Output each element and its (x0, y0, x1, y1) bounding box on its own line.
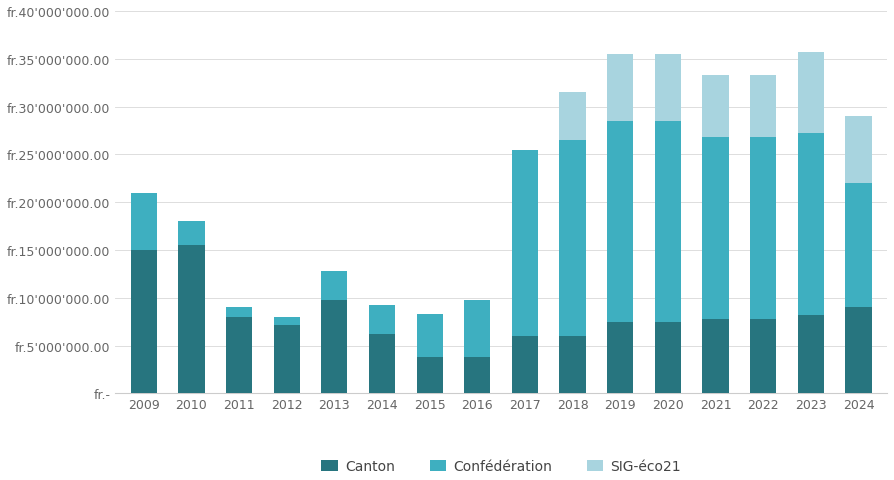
Bar (464, 300, 491, 357)
Bar (560, 336, 586, 394)
Bar (512, 150, 538, 336)
Bar (703, 138, 729, 319)
Bar (178, 246, 205, 394)
Bar (512, 336, 538, 394)
Bar (417, 314, 443, 357)
Bar (321, 272, 348, 300)
Bar (178, 222, 205, 246)
Bar (369, 306, 395, 335)
Bar (846, 184, 872, 308)
Bar (846, 117, 872, 184)
Bar (226, 308, 252, 317)
Bar (750, 138, 776, 319)
Bar (750, 319, 776, 394)
Bar (226, 317, 252, 394)
Bar (274, 325, 299, 394)
Bar (131, 251, 156, 394)
Bar (654, 121, 681, 322)
Bar (797, 53, 824, 134)
Bar (464, 357, 491, 394)
Legend: Canton, Confédération, SIG-éco21: Canton, Confédération, SIG-éco21 (316, 454, 687, 479)
Bar (321, 300, 348, 394)
Bar (131, 193, 156, 251)
Bar (607, 55, 633, 121)
Bar (797, 315, 824, 394)
Bar (607, 322, 633, 394)
Bar (417, 357, 443, 394)
Bar (560, 93, 586, 141)
Bar (274, 317, 299, 325)
Bar (560, 141, 586, 336)
Bar (369, 335, 395, 394)
Bar (654, 55, 681, 121)
Bar (654, 322, 681, 394)
Bar (703, 319, 729, 394)
Bar (797, 134, 824, 315)
Bar (703, 76, 729, 138)
Bar (846, 308, 872, 394)
Bar (607, 121, 633, 322)
Bar (750, 76, 776, 138)
